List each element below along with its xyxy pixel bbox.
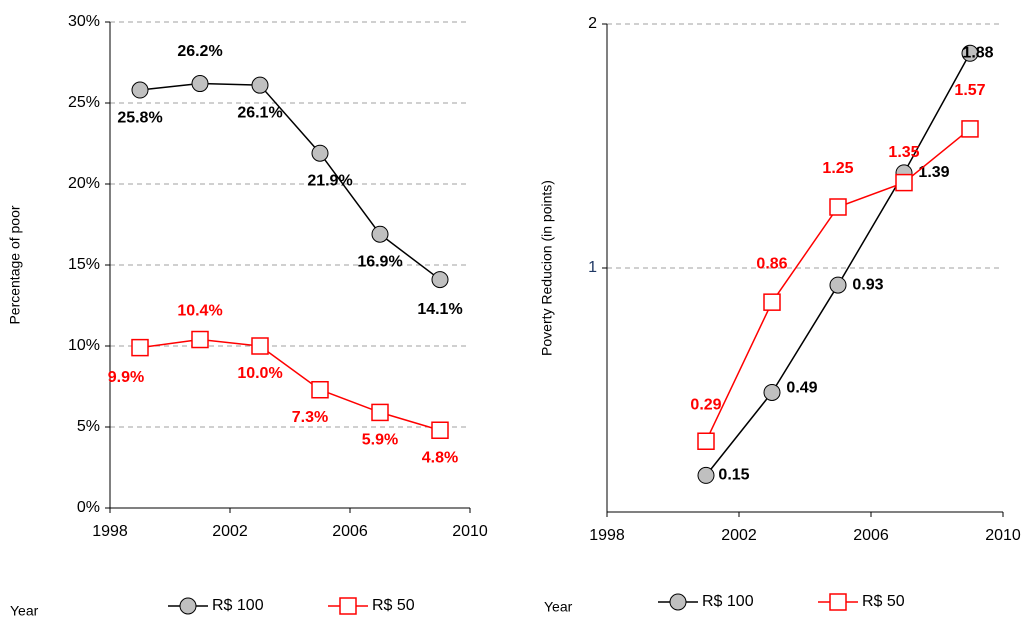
data-label: 1.39	[918, 164, 949, 181]
data-label: 1.35	[888, 144, 919, 161]
legend-label: R$ 100	[702, 593, 754, 610]
data-label: 26.1%	[237, 104, 282, 121]
legend-marker	[669, 593, 687, 611]
data-label: 7.3%	[292, 409, 328, 426]
x-tick-label: 1998	[589, 527, 625, 544]
legend-marker	[829, 593, 847, 611]
x-tick-label: 2006	[853, 527, 889, 544]
data-point	[311, 144, 329, 162]
data-point	[697, 432, 715, 450]
data-label: 9.9%	[108, 369, 144, 386]
x-tick-label: 2006	[332, 523, 368, 540]
data-label: 1.88	[962, 44, 993, 61]
data-point	[961, 44, 979, 62]
data-label: 26.2%	[177, 43, 222, 60]
y-tick-label: 0%	[77, 499, 100, 516]
data-point	[311, 380, 329, 399]
x-tick-label: 2010	[985, 527, 1021, 544]
y-tick-label: 15%	[68, 256, 100, 273]
data-point	[763, 383, 781, 401]
data-point	[131, 81, 149, 99]
data-point	[431, 271, 449, 289]
data-label: 21.9%	[307, 172, 352, 189]
legend-label: R$ 50	[862, 593, 905, 610]
data-label: 1.57	[954, 82, 985, 99]
y-axis-title: Poverty Reducion (in points)	[539, 180, 555, 356]
data-label: 4.8%	[422, 449, 458, 466]
data-point	[763, 293, 781, 311]
data-label: 5.9%	[362, 432, 398, 449]
data-label: 14.1%	[417, 301, 462, 318]
data-point	[371, 403, 389, 422]
data-label: 0.29	[690, 396, 721, 413]
data-label: 0.49	[786, 380, 817, 397]
data-point	[251, 337, 269, 355]
y-tick-label: 30%	[68, 13, 100, 30]
data-label: 25.8%	[117, 109, 162, 126]
data-point	[961, 120, 979, 138]
data-point	[251, 76, 269, 94]
data-label: 16.9%	[357, 253, 402, 270]
data-point	[371, 225, 389, 243]
data-label: 0.93	[852, 276, 883, 293]
y-tick-label: 25%	[68, 94, 100, 111]
data-label: 0.15	[718, 467, 749, 484]
x-tick-label: 2010	[452, 523, 488, 540]
x-tick-label: 2002	[721, 527, 757, 544]
data-label: 10.0%	[237, 365, 282, 382]
y-tick-label: 2	[588, 15, 597, 32]
x-axis-title: Year	[544, 599, 573, 615]
series-line	[705, 52, 971, 476]
y-tick-label: 1	[588, 259, 597, 276]
series-line	[139, 82, 441, 281]
y-axis-title: Percentage of poor	[7, 205, 23, 324]
y-tick-label: 5%	[77, 418, 100, 435]
data-label: 10.4%	[177, 303, 222, 320]
y-tick-label: 20%	[68, 175, 100, 192]
legend-label: R$ 100	[212, 597, 264, 614]
legend-label: R$ 50	[372, 597, 415, 614]
data-point	[829, 198, 847, 216]
data-point	[191, 75, 209, 93]
data-point	[895, 173, 913, 192]
series-line	[139, 338, 441, 431]
x-tick-label: 2002	[212, 523, 248, 540]
data-label: 0.86	[756, 255, 787, 272]
x-tick-label: 1998	[92, 523, 128, 540]
legend-marker	[339, 597, 357, 615]
y-tick-label: 10%	[68, 337, 100, 354]
data-point	[829, 276, 847, 294]
data-point	[131, 338, 149, 357]
data-point	[697, 466, 715, 484]
x-axis-title: Year	[10, 603, 39, 619]
data-point	[191, 330, 209, 349]
legend-marker	[179, 597, 197, 615]
data-point	[431, 421, 449, 439]
data-label: 1.25	[822, 160, 853, 177]
